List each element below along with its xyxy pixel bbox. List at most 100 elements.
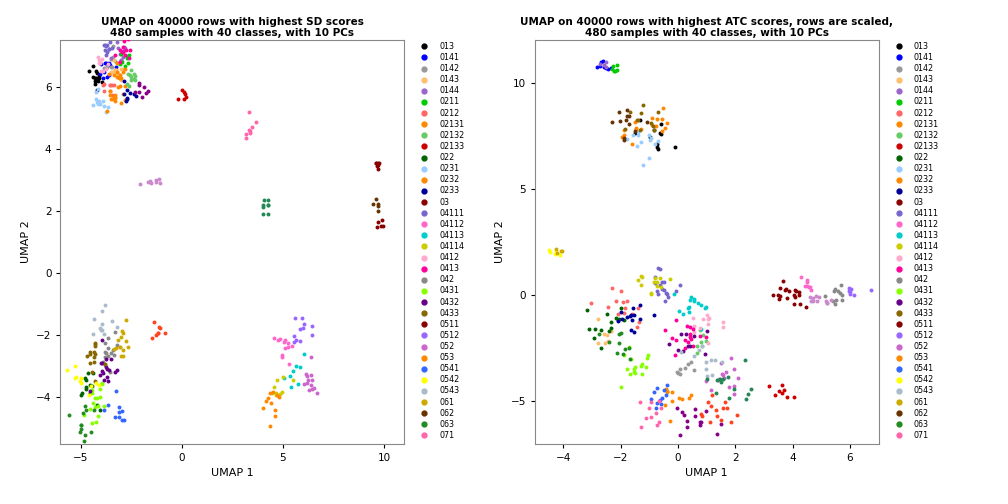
Point bbox=[684, 325, 701, 333]
Point bbox=[719, 404, 735, 412]
Point bbox=[131, 88, 147, 96]
Point bbox=[667, 336, 683, 344]
Point bbox=[548, 248, 564, 257]
Point bbox=[370, 200, 386, 208]
Point bbox=[93, 393, 109, 401]
Point bbox=[98, 42, 114, 50]
Point bbox=[772, 292, 788, 300]
Point bbox=[604, 284, 620, 292]
Point bbox=[808, 297, 825, 305]
Point bbox=[841, 284, 857, 292]
Point bbox=[106, 93, 122, 101]
Point bbox=[600, 337, 616, 345]
Point bbox=[643, 290, 659, 298]
Point bbox=[91, 59, 107, 67]
Point bbox=[96, 402, 112, 410]
Point bbox=[579, 306, 595, 314]
Point bbox=[653, 115, 669, 123]
Point bbox=[617, 303, 633, 311]
Point bbox=[117, 44, 133, 52]
Point bbox=[134, 93, 150, 101]
Point bbox=[610, 316, 626, 324]
Text: 04114: 04114 bbox=[439, 242, 465, 251]
Point bbox=[599, 310, 615, 318]
Point bbox=[78, 385, 94, 393]
Point bbox=[680, 308, 697, 317]
Point bbox=[713, 359, 729, 367]
Point bbox=[654, 127, 670, 135]
Point bbox=[99, 372, 115, 381]
Point bbox=[113, 55, 129, 64]
Point bbox=[714, 378, 730, 386]
Point bbox=[73, 428, 89, 436]
Point bbox=[611, 108, 627, 116]
Text: 053: 053 bbox=[913, 353, 928, 362]
Point bbox=[842, 288, 858, 296]
Point bbox=[699, 377, 715, 385]
Point bbox=[87, 394, 103, 402]
Point bbox=[643, 134, 659, 142]
Point bbox=[632, 315, 648, 323]
Point bbox=[625, 131, 641, 139]
Point bbox=[611, 339, 627, 347]
Text: 0142: 0142 bbox=[913, 64, 933, 73]
Y-axis label: UMAP 2: UMAP 2 bbox=[20, 221, 30, 263]
Point bbox=[97, 40, 113, 48]
Point bbox=[771, 387, 787, 395]
Text: 071: 071 bbox=[913, 431, 928, 440]
Text: 053: 053 bbox=[439, 353, 455, 362]
Point bbox=[107, 57, 123, 65]
Point bbox=[691, 332, 708, 340]
Point bbox=[107, 328, 123, 336]
Point bbox=[603, 64, 619, 72]
Point bbox=[103, 54, 119, 62]
Point bbox=[119, 80, 135, 88]
Point bbox=[85, 399, 101, 407]
Point bbox=[108, 344, 124, 352]
Point bbox=[114, 327, 130, 335]
Point bbox=[790, 288, 806, 296]
Point bbox=[711, 374, 727, 383]
Point bbox=[92, 371, 108, 380]
Point bbox=[101, 366, 117, 374]
Point bbox=[98, 51, 114, 59]
Point bbox=[299, 380, 316, 388]
Point bbox=[595, 57, 611, 65]
Point bbox=[616, 131, 632, 139]
Point bbox=[84, 418, 100, 426]
Point bbox=[610, 317, 626, 325]
Point bbox=[633, 423, 649, 431]
Point bbox=[710, 412, 726, 420]
Point bbox=[105, 95, 121, 103]
Point bbox=[241, 108, 257, 116]
Point bbox=[74, 391, 90, 399]
Point bbox=[286, 314, 302, 322]
Point bbox=[91, 72, 107, 80]
Text: 052: 052 bbox=[439, 342, 455, 351]
Point bbox=[111, 408, 127, 416]
Point bbox=[288, 336, 304, 344]
Point bbox=[106, 81, 122, 89]
Point bbox=[274, 388, 290, 396]
Point bbox=[277, 344, 293, 352]
Point bbox=[652, 274, 668, 282]
Point bbox=[801, 293, 817, 301]
Text: 03: 03 bbox=[913, 198, 923, 207]
Point bbox=[694, 338, 710, 346]
Point bbox=[609, 61, 625, 70]
Point bbox=[93, 67, 109, 75]
Point bbox=[604, 327, 620, 335]
Text: 062: 062 bbox=[913, 409, 928, 418]
Point bbox=[619, 106, 635, 114]
Point bbox=[143, 179, 159, 187]
Point bbox=[132, 179, 148, 187]
Point bbox=[238, 134, 254, 142]
Point bbox=[547, 244, 563, 253]
Point bbox=[96, 68, 112, 76]
Point bbox=[109, 68, 125, 76]
Point bbox=[678, 330, 695, 338]
Point bbox=[638, 414, 654, 422]
Text: 071: 071 bbox=[439, 431, 455, 440]
Point bbox=[120, 343, 136, 351]
Point bbox=[646, 278, 662, 286]
